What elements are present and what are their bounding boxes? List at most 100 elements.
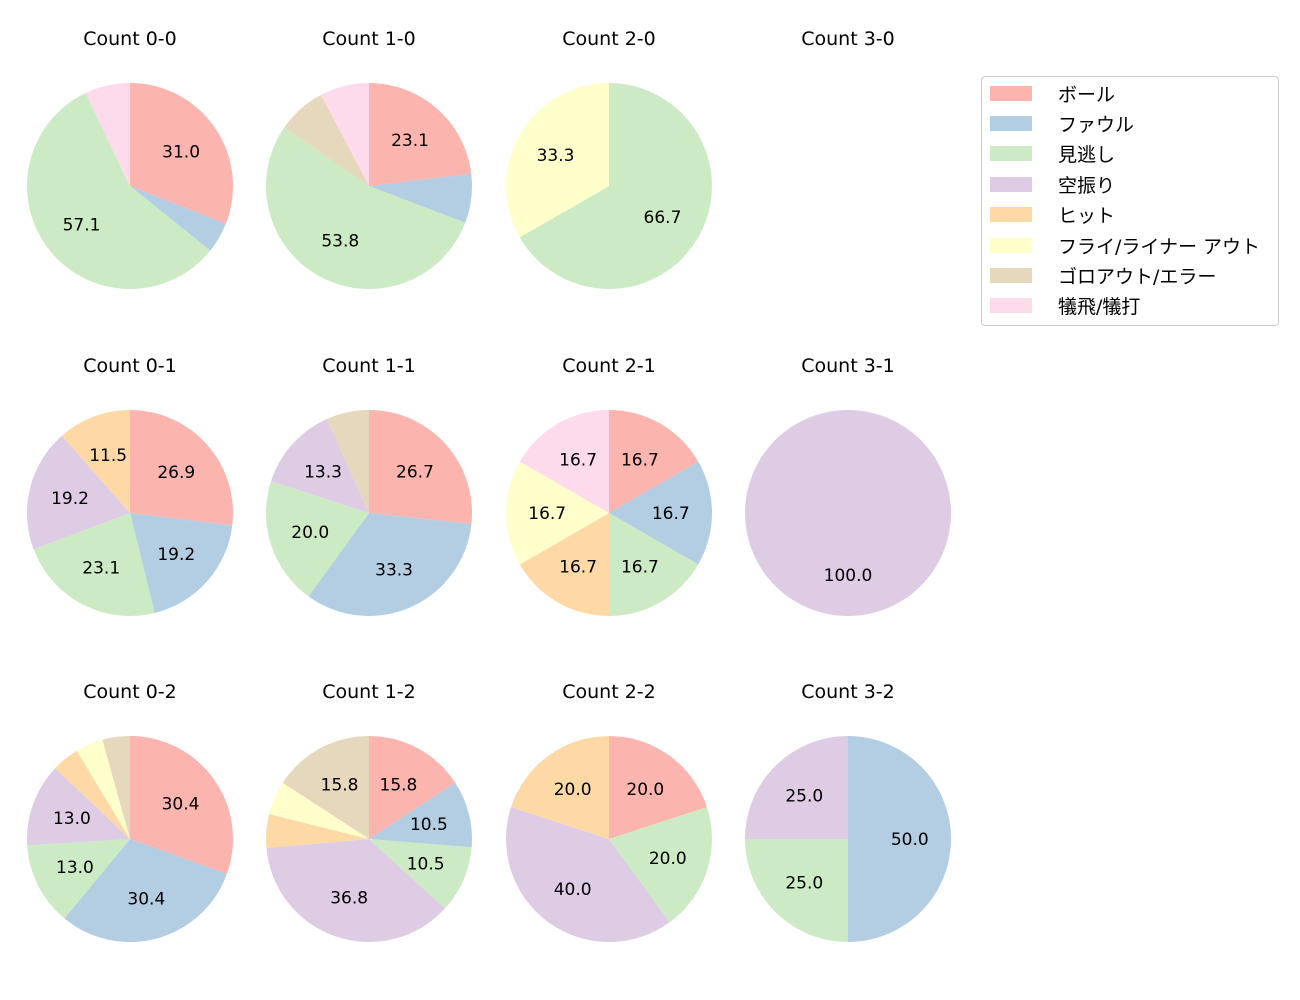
pie-slice xyxy=(27,839,130,919)
pie-slice xyxy=(27,93,211,289)
pie-slice xyxy=(130,736,233,874)
slice-label: 50.0 xyxy=(891,830,929,850)
pie-slice xyxy=(369,736,456,839)
legend-swatch xyxy=(990,85,1032,101)
slice-label: 13.3 xyxy=(304,463,342,483)
pie-slice xyxy=(55,750,131,839)
pie-slice xyxy=(848,736,951,942)
slice-label: 53.8 xyxy=(321,232,359,252)
pie-chart: Count 3-1 100.0 xyxy=(728,339,968,639)
pie-slice xyxy=(511,736,609,839)
pie-slice xyxy=(33,513,155,616)
slice-label: 10.5 xyxy=(410,815,448,835)
pie-slice xyxy=(506,461,609,565)
pie-slice xyxy=(369,83,472,186)
pie-slice xyxy=(369,839,472,909)
legend-label: フライ/ライナー アウト xyxy=(1058,235,1261,258)
pie-slice xyxy=(130,410,233,526)
pie-slice xyxy=(519,83,712,289)
legend-label: ボール xyxy=(1058,83,1116,106)
pie-slice xyxy=(61,410,131,513)
slice-label: 13.0 xyxy=(56,858,94,878)
slice-label: 31.0 xyxy=(162,142,200,162)
slice-label: 20.0 xyxy=(554,780,592,800)
pie-title: Count 0-2 xyxy=(83,681,177,703)
pie-slice xyxy=(609,736,707,839)
legend-item: ヒット xyxy=(990,203,1115,227)
slice-label: 20.0 xyxy=(626,780,664,800)
slice-label: 66.7 xyxy=(644,208,682,228)
legend-swatch xyxy=(990,207,1032,223)
pie-slice xyxy=(282,736,369,839)
slice-label: 26.9 xyxy=(157,463,195,483)
pie-title: Count 1-0 xyxy=(322,28,416,50)
legend-label: 空振り xyxy=(1058,174,1116,197)
slice-label: 40.0 xyxy=(554,880,592,900)
slice-label: 33.3 xyxy=(375,560,413,580)
pie-chart: Count 2-1 16.7 16.7 16.7 16.7 16.7 16.7 xyxy=(489,339,729,639)
pie-slice xyxy=(26,435,130,550)
pie-chart: Count 3-0 xyxy=(728,12,968,312)
pie-slice xyxy=(284,94,369,186)
pie-chart: Count 3-2 50.0 25.0 25.0 xyxy=(728,665,968,965)
slice-label: 25.0 xyxy=(785,874,823,894)
pie-slice xyxy=(269,782,369,839)
pie-title: Count 2-1 xyxy=(562,355,656,377)
pie-chart: Count 2-0 66.7 33.3 xyxy=(489,12,729,312)
slice-label: 15.8 xyxy=(321,776,359,796)
pie-title: Count 2-0 xyxy=(562,28,656,50)
pie-slice xyxy=(76,739,130,839)
pie-slice xyxy=(266,814,369,849)
pie-slice xyxy=(369,782,472,848)
pie-chart: Count 2-2 20.0 20.0 40.0 20.0 xyxy=(489,665,729,965)
slice-label: 20.0 xyxy=(649,849,687,869)
pie-slice xyxy=(130,83,234,224)
slice-label: 16.7 xyxy=(652,504,690,524)
legend-swatch xyxy=(990,115,1032,131)
slice-label: 19.2 xyxy=(157,545,195,565)
legend-label: ゴロアウト/エラー xyxy=(1058,265,1217,288)
slice-label: 19.2 xyxy=(51,489,89,509)
legend-item: 見逃し xyxy=(990,142,1115,166)
pie-title: Count 3-1 xyxy=(801,355,895,377)
slice-label: 15.8 xyxy=(380,776,418,796)
slice-label: 13.0 xyxy=(53,809,91,829)
slice-label: 23.1 xyxy=(82,559,120,579)
legend-swatch xyxy=(990,146,1032,162)
pie-chart: Count 0-1 26.9 19.2 23.1 19.2 11.5 xyxy=(10,339,250,639)
pie-slice xyxy=(321,83,369,186)
slice-label: 100.0 xyxy=(824,566,873,586)
pie-title: Count 1-1 xyxy=(322,355,416,377)
slice-label: 25.0 xyxy=(785,786,823,806)
pie-slice xyxy=(266,127,466,289)
pie-title: Count 3-0 xyxy=(801,28,895,50)
slice-label: 30.4 xyxy=(162,794,200,814)
legend-label: 犠飛/犠打 xyxy=(1058,296,1141,319)
pie-slice xyxy=(326,410,369,513)
pie-title: Count 2-2 xyxy=(562,681,656,703)
slice-label: 11.5 xyxy=(89,446,127,466)
legend-item: 空振り xyxy=(990,172,1116,197)
slice-label: 57.1 xyxy=(63,215,101,235)
pie-slice xyxy=(609,513,699,616)
pie-slice xyxy=(308,513,472,616)
pie-slice xyxy=(64,839,227,942)
legend-item: ファウル xyxy=(990,111,1134,136)
pie-chart: Count 0-2 30.4 30.4 13.0 13.0 xyxy=(10,665,250,965)
slice-label: 36.8 xyxy=(330,889,368,909)
slice-label: 16.7 xyxy=(528,504,566,524)
pie-slice xyxy=(27,768,131,846)
slice-label: 16.7 xyxy=(621,450,659,470)
pie-slice xyxy=(506,807,670,942)
pie-slice xyxy=(266,839,445,942)
pie-chart: Count 0-0 31.0 57.1 xyxy=(10,12,250,312)
slice-label: 10.5 xyxy=(407,855,445,875)
pie-slice xyxy=(745,736,848,839)
slice-label: 23.1 xyxy=(391,131,429,151)
slice-label: 16.7 xyxy=(621,558,659,578)
legend-swatch xyxy=(990,176,1032,192)
slice-label: 16.7 xyxy=(559,558,597,578)
legend-swatch xyxy=(990,237,1032,253)
legend-label: ヒット xyxy=(1058,205,1116,228)
slice-label: 26.7 xyxy=(396,463,434,483)
